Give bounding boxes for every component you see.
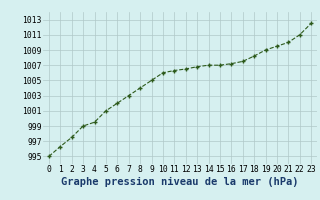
X-axis label: Graphe pression niveau de la mer (hPa): Graphe pression niveau de la mer (hPa) xyxy=(61,177,299,187)
